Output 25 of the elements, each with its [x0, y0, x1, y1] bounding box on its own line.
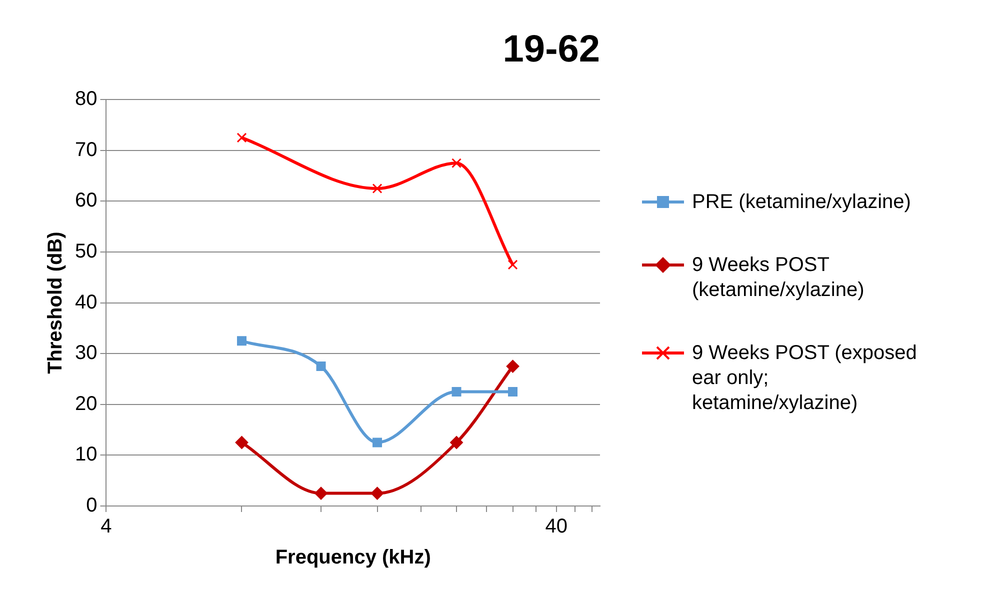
- legend-label: 9 Weeks POST (ketamine/xylazine): [692, 253, 866, 303]
- y-tick-label: 10: [74, 444, 98, 466]
- y-tick-label: 70: [74, 138, 98, 161]
- point: [508, 386, 518, 396]
- y-tick-label: 50: [74, 240, 98, 263]
- chart-title: 19-62: [502, 28, 600, 70]
- point: [506, 360, 520, 373]
- point: [237, 336, 246, 346]
- y-tick-label: 0: [86, 494, 98, 517]
- point: [236, 132, 247, 143]
- y-tick-label: 30: [74, 342, 98, 364]
- y-tick-label: 60: [74, 190, 98, 212]
- y-tick-label: 20: [74, 392, 98, 415]
- legend-label: PRE (ketamine/xylazine): [692, 190, 912, 215]
- y-axis-title: Threshold (dB): [44, 232, 67, 374]
- x-tick-label: 4: [100, 516, 112, 538]
- y-tick-label: 40: [74, 291, 98, 314]
- y-tick-label: 80: [74, 88, 98, 110]
- point: [372, 184, 382, 194]
- point: [508, 260, 518, 270]
- point: [372, 438, 382, 448]
- point: [235, 436, 248, 449]
- point: [370, 486, 384, 500]
- legend-label: 9 Weeks POST (exposed ear only; ketamine/xylazine): [692, 341, 918, 416]
- x-axis-title: Frequency (kHz): [275, 546, 431, 569]
